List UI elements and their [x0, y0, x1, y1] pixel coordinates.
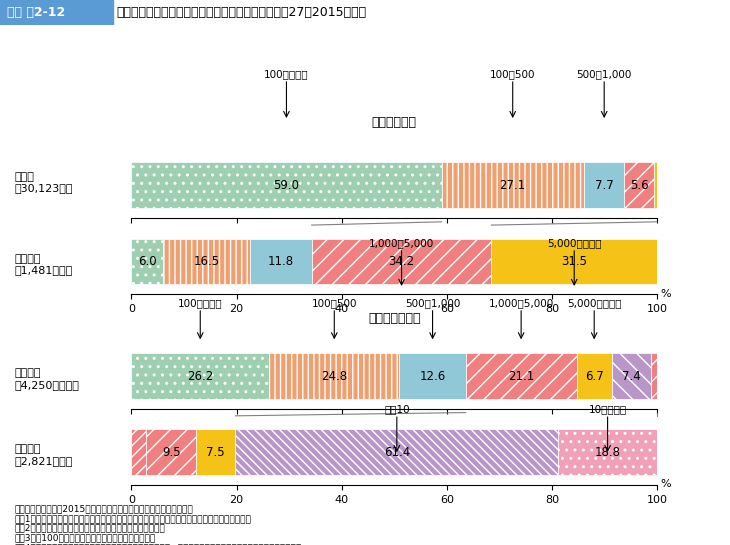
Text: （法人経営体）: （法人経営体）: [368, 312, 420, 325]
Bar: [163, 239, 250, 284]
Text: 2）農業生産関連事業に消費者への直接販売は含まない。: 2）農業生産関連事業に消費者への直接販売は含まない。: [15, 524, 166, 533]
Bar: [577, 353, 612, 399]
Text: 12.6: 12.6: [420, 370, 446, 383]
Text: 26.2: 26.2: [187, 370, 213, 383]
Bar: [196, 429, 236, 475]
Bar: [131, 239, 163, 284]
Bar: [399, 353, 466, 399]
Text: 売上金額
（1,481億円）: 売上金額 （1,481億円）: [15, 253, 73, 275]
Text: 21.1: 21.1: [508, 370, 534, 383]
Text: 7.7: 7.7: [595, 179, 613, 192]
Bar: [236, 429, 558, 475]
Bar: [466, 353, 577, 399]
Bar: [131, 429, 146, 475]
Text: 59.0: 59.0: [274, 179, 299, 192]
Bar: [131, 162, 442, 208]
Text: %: %: [661, 479, 672, 489]
Text: 経営体数
（4,250経営体）: 経営体数 （4,250経営体）: [15, 368, 80, 390]
Text: １〜10: １〜10: [384, 404, 410, 414]
Bar: [650, 353, 657, 399]
Text: 資料：農林水産省「2015年農林業センサス」（組替集計）を基に作成: 資料：農林水産省「2015年農林業センサス」（組替集計）を基に作成: [15, 504, 193, 513]
Text: 10億円以上: 10億円以上: [588, 404, 626, 414]
Text: 農業生産関連事業売上規模別の経営体数割合（平成27（2015）年）: 農業生産関連事業売上規模別の経営体数割合（平成27（2015）年）: [117, 6, 367, 19]
Text: （販売農家）: （販売農家）: [372, 116, 417, 129]
Bar: [312, 239, 491, 284]
Text: 100万円未満: 100万円未満: [178, 298, 223, 308]
Bar: [584, 162, 624, 208]
Text: 24.8: 24.8: [321, 370, 347, 383]
Text: 100〜500: 100〜500: [312, 298, 357, 308]
Text: 注：1）法人経営体は、法人の組織経営体のうち販売目的のものであり、一戸一法人は含まない。: 注：1）法人経営体は、法人の組織経営体のうち販売目的のものであり、一戸一法人は含…: [15, 514, 251, 523]
Text: 5.6: 5.6: [630, 179, 648, 192]
Text: 100万円未満: 100万円未満: [264, 69, 309, 79]
Text: 9.5: 9.5: [162, 446, 180, 459]
Bar: [131, 353, 269, 399]
Text: 31.5: 31.5: [561, 255, 587, 268]
Text: 売上金額
（2,821億円）: 売上金額 （2,821億円）: [15, 444, 73, 466]
Text: 4）売上金額は、各農業生産関連事業売上規模階層の中位数×各階層の販売農家数または法人経営体数により推計: 4）売上金額は、各農業生産関連事業売上規模階層の中位数×各階層の販売農家数または…: [15, 543, 301, 545]
Text: 18.8: 18.8: [595, 446, 620, 459]
Text: 34.2: 34.2: [388, 255, 415, 268]
Bar: [250, 239, 312, 284]
Bar: [624, 162, 654, 208]
Text: 1,000〜5,000: 1,000〜5,000: [369, 238, 434, 248]
Bar: [146, 429, 196, 475]
Bar: [558, 429, 657, 475]
Text: 500〜1,000: 500〜1,000: [577, 69, 632, 79]
Bar: [612, 353, 650, 399]
Text: 6.0: 6.0: [138, 255, 156, 268]
Text: 農家数
（30,123戸）: 農家数 （30,123戸）: [15, 172, 73, 193]
Text: 1,000〜5,000: 1,000〜5,000: [488, 298, 554, 308]
Text: %: %: [661, 289, 672, 299]
Text: 27.1: 27.1: [499, 179, 526, 192]
Bar: [442, 162, 584, 208]
Text: 5,000万円以上: 5,000万円以上: [547, 238, 602, 248]
Text: 16.5: 16.5: [193, 255, 219, 268]
Text: 500〜1,000: 500〜1,000: [405, 298, 460, 308]
Text: 61.4: 61.4: [384, 446, 410, 459]
Text: 3）「100万円未満」に売上金額なしは含まない。: 3）「100万円未満」に売上金額なしは含まない。: [15, 534, 155, 543]
Bar: [269, 353, 399, 399]
Text: 100〜500: 100〜500: [490, 69, 536, 79]
Text: 図表 特2-12: 図表 特2-12: [7, 6, 66, 19]
Bar: [654, 162, 657, 208]
Text: 11.8: 11.8: [268, 255, 293, 268]
Text: 6.7: 6.7: [585, 370, 604, 383]
Text: 7.4: 7.4: [622, 370, 641, 383]
Bar: [0, 0, 113, 25]
Text: 7.5: 7.5: [207, 446, 225, 459]
Bar: [491, 239, 657, 284]
Text: 5,000万〜１億: 5,000万〜１億: [567, 298, 621, 308]
